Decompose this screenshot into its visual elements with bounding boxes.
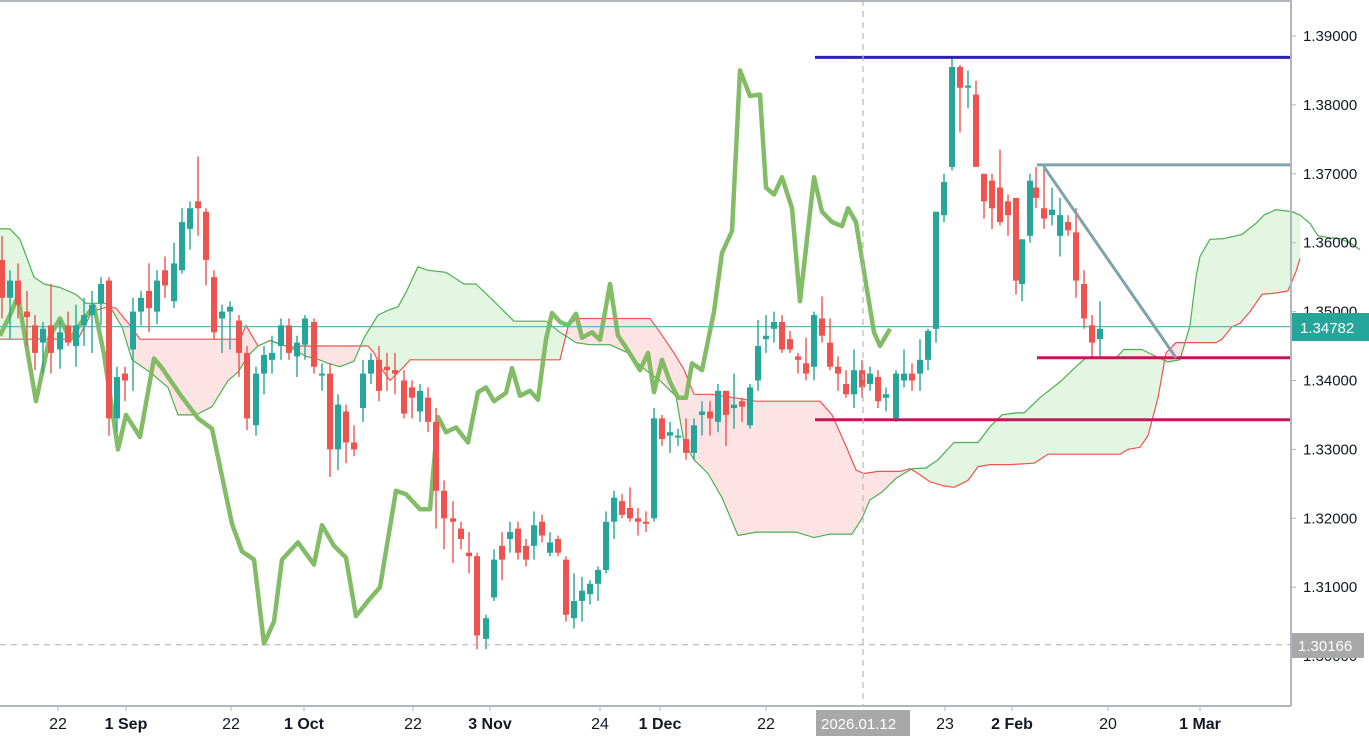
crosshair-price-label: 1.30166 — [1298, 638, 1352, 655]
candle — [949, 57, 955, 171]
price-tick-label: 1.33000 — [1303, 441, 1357, 458]
time-tick-label: 22 — [222, 716, 240, 733]
candle — [651, 408, 657, 522]
time-tick-label: 22 — [404, 716, 422, 733]
price-tick-label: 1.39000 — [1303, 28, 1357, 45]
candle — [474, 553, 480, 649]
current-price-label: 1.34782 — [1300, 320, 1354, 337]
time-tick-label: 2 Feb — [991, 716, 1033, 733]
time-tick-label: 1 Sep — [105, 716, 148, 733]
price-tick-label: 1.32000 — [1303, 510, 1357, 527]
candle — [211, 270, 217, 339]
time-tick-label: 24 — [591, 716, 609, 733]
candle — [933, 212, 939, 343]
time-tick-label: 1 Mar — [1179, 716, 1221, 733]
price-tick-label: 1.36000 — [1303, 235, 1357, 252]
price-tick-label: 1.34000 — [1303, 373, 1357, 390]
price-tick-label: 1.31000 — [1303, 579, 1357, 596]
candle — [893, 370, 899, 422]
candle — [106, 277, 112, 435]
time-tick-label: 22 — [49, 716, 67, 733]
candle — [747, 384, 753, 429]
time-tick-label: 22 — [757, 716, 775, 733]
candle — [311, 318, 317, 373]
candle — [244, 346, 250, 430]
time-tick-label: 23 — [936, 716, 954, 733]
candle — [1027, 174, 1033, 243]
price-tick-label: 1.37000 — [1303, 166, 1357, 183]
time-tick-label: 3 Nov — [468, 716, 512, 733]
price-tick-label: 1.38000 — [1303, 97, 1357, 114]
candle — [1013, 198, 1019, 294]
time-tick-label: 20 — [1099, 716, 1117, 733]
candle — [563, 556, 569, 621]
crosshair-date-label: 2026.01.12 — [821, 716, 896, 733]
time-tick-label: 1 Oct — [284, 716, 325, 733]
time-tick-label: 1 Dec — [639, 716, 682, 733]
